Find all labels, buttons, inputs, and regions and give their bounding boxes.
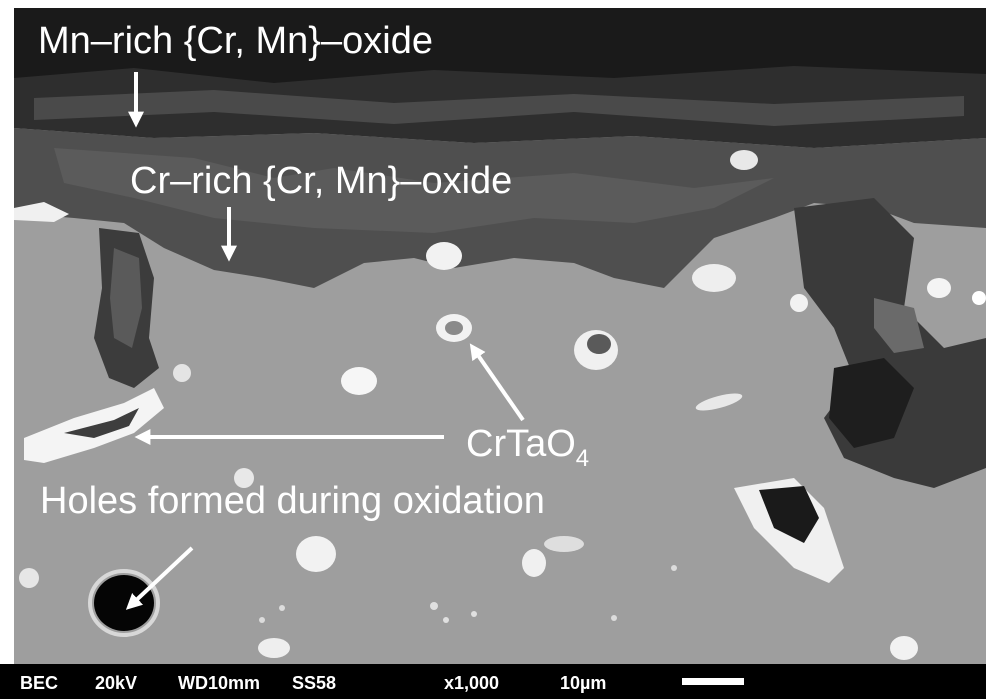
oxidation-hole bbox=[94, 575, 154, 631]
label-crtao4: CrTaO4 bbox=[466, 425, 589, 471]
accelerating-voltage: 20kV bbox=[95, 673, 138, 693]
label-mn-rich-oxide: Mn–rich {Cr, Mn}–oxide bbox=[38, 20, 433, 62]
sem-micrograph bbox=[14, 8, 986, 664]
label-holes: Holes formed during oxidation bbox=[40, 480, 545, 522]
scale-bar bbox=[682, 678, 744, 685]
label-cr-rich-oxide: Cr–rich {Cr, Mn}–oxide bbox=[130, 160, 513, 202]
detector-mode: BEC bbox=[20, 673, 59, 693]
label-crtao4-subscript: 4 bbox=[575, 445, 590, 472]
sem-databar: BEC 20kV WD10mm SS58 x1,000 10µm bbox=[0, 664, 986, 699]
spot-size: SS58 bbox=[292, 673, 337, 693]
label-crtao4-base: CrTaO bbox=[466, 423, 576, 465]
magnification: x1,000 bbox=[444, 673, 500, 693]
working-distance: WD10mm bbox=[178, 673, 261, 693]
scale-label: 10µm bbox=[560, 673, 607, 693]
